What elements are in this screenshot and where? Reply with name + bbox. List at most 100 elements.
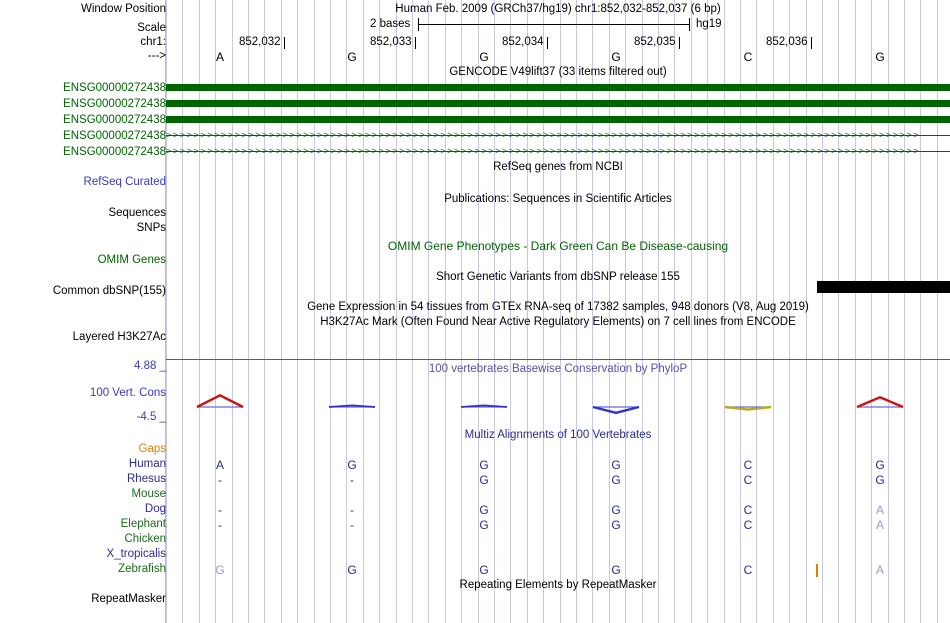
gencode-item-label[interactable]: ENSG00000272438 [63, 146, 166, 158]
common-dbsnp-label[interactable]: Common dbSNP(155) [52, 285, 166, 297]
conservation-bar [196, 393, 244, 409]
alignment-base: - [218, 473, 222, 487]
conservation-track-label[interactable]: 100 Vert. Cons [89, 387, 166, 399]
assembly-short-label: hg19 [696, 18, 722, 30]
alignment-base: G [347, 458, 357, 472]
multiz-track-title: Multiz Alignments of 100 Vertebrates [464, 429, 652, 441]
conservation-bar [592, 405, 640, 415]
h3k27ac-track-title: H3K27Ac Mark (Often Found Near Active Re… [320, 316, 796, 328]
alignment-species-label[interactable]: Elephant [120, 518, 166, 530]
coordinate-tick: 852,035 [634, 36, 680, 49]
sequences-label[interactable]: Sequences [108, 207, 166, 219]
gencode-intron-arrows[interactable]: >>>>>>>>>>>>>>>>>>>>>>>>>>>>>>>>>>>>>>>>… [166, 147, 950, 156]
refseq-track-title: RefSeq genes from NCBI [493, 161, 623, 173]
gencode-item-label[interactable]: ENSG00000272438 [63, 98, 166, 110]
coordinate-tick-mark [810, 37, 812, 49]
assembly-position-title: Human Feb. 2009 (GRCh37/hg19) chr1:852,0… [395, 3, 721, 15]
conservation-bar [724, 405, 772, 411]
layered-h3k27ac-label[interactable]: Layered H3K27Ac [72, 331, 166, 343]
coordinate-tick: 852,033 [370, 36, 416, 49]
ruler-base-letter: G [875, 50, 885, 64]
dbsnp-variant-bar[interactable] [817, 281, 950, 293]
alignment-base: C [743, 518, 753, 532]
alignment-base: G [479, 503, 489, 517]
alignment-species-label[interactable]: Mouse [131, 488, 166, 500]
coordinate-tick-label: 852,036 [766, 36, 808, 48]
alignment-base: G [875, 473, 885, 487]
alignment-base: - [218, 518, 222, 532]
alignment-base: G [479, 518, 489, 532]
phylop-track-title: 100 vertebrates Basewise Conservation by… [428, 363, 688, 375]
gencode-exon-block[interactable] [166, 84, 950, 91]
alignment-base: G [347, 563, 357, 577]
gencode-exon-block[interactable] [166, 116, 950, 123]
alignment-species-label[interactable]: Zebrafish [118, 563, 166, 575]
omim-genes-label[interactable]: OMIM Genes [97, 254, 166, 266]
alignment-species-label[interactable]: Human [128, 458, 166, 470]
window-position-label: Window Position [80, 3, 166, 15]
repeatmasker-track-title: Repeating Elements by RepeatMasker [459, 579, 657, 591]
coordinate-tick-mark [283, 37, 285, 49]
ruler-base-letter: A [215, 50, 224, 64]
alignment-base: G [875, 458, 885, 472]
alignment-base: G [479, 563, 489, 577]
alignment-base: - [350, 518, 354, 532]
gencode-track-title: GENCODE V49lift37 (33 items filtered out… [449, 66, 667, 78]
ruler-base-letter: G [347, 50, 357, 64]
coordinate-tick-label: 852,033 [370, 36, 412, 48]
coordinate-tick-mark [546, 37, 548, 49]
conservation-bar [856, 395, 904, 409]
coordinate-tick: 852,032 [239, 36, 285, 49]
alignment-species-label[interactable]: Rhesus [127, 473, 166, 485]
coordinate-tick-label: 852,032 [239, 36, 281, 48]
alignment-species-label[interactable]: X_tropicalis [106, 548, 166, 560]
alignment-base: C [743, 458, 753, 472]
alignment-species-label[interactable]: Chicken [124, 533, 166, 545]
gaps-label[interactable]: Gaps [138, 443, 167, 455]
coordinate-tick-label: 852,035 [634, 36, 676, 48]
gencode-item-label[interactable]: ENSG00000272438 [63, 130, 166, 142]
alignment-gap-marker [816, 564, 818, 577]
dbsnp-track-title: Short Genetic Variants from dbSNP releas… [436, 271, 680, 283]
gencode-item-label[interactable]: ENSG00000272438 [63, 82, 166, 94]
alignment-base: G [611, 503, 621, 517]
coordinate-tick-mark [678, 37, 680, 49]
alignment-base: G [611, 563, 621, 577]
refseq-curated-label[interactable]: RefSeq Curated [83, 176, 166, 188]
snps-label[interactable]: SNPs [136, 222, 166, 234]
repeatmasker-label[interactable]: RepeatMasker [91, 593, 166, 605]
gtex-track-title: Gene Expression in 54 tissues from GTEx … [307, 301, 809, 313]
alignment-base: G [611, 473, 621, 487]
strand-arrow-glyphs: >>>>>>>>>>>>>>>>>>>>>>>>>>>>>>>>>>>>>>>>… [166, 131, 921, 140]
strand-label: ---> [147, 50, 166, 62]
alignment-species-label[interactable]: Dog [144, 503, 166, 515]
ruler-base-letter: G [479, 50, 489, 64]
alignment-row [166, 533, 950, 548]
alignment-base: G [479, 458, 489, 472]
publications-track-title: Publications: Sequences in Scientific Ar… [444, 193, 672, 205]
gencode-item-label[interactable]: ENSG00000272438 [63, 114, 166, 126]
alignment-base: G [611, 458, 621, 472]
coordinate-tick: 852,036 [766, 36, 812, 49]
conservation-top-border [166, 359, 950, 360]
gencode-exon-block[interactable] [166, 100, 950, 107]
scale-bar [418, 18, 690, 31]
alignment-row [166, 488, 950, 503]
ruler-base-letter: C [743, 50, 753, 64]
omim-track-title: OMIM Gene Phenotypes - Dark Green Can Be… [387, 239, 729, 253]
alignment-base: C [743, 473, 753, 487]
alignment-base: G [611, 518, 621, 532]
conservation-bar [460, 404, 508, 408]
alignment-base: A [215, 458, 224, 472]
conservation-max-label: 4.88 _ [134, 360, 166, 372]
gencode-intron-arrows[interactable]: >>>>>>>>>>>>>>>>>>>>>>>>>>>>>>>>>>>>>>>>… [166, 131, 950, 140]
alignment-base: A [875, 518, 884, 532]
phylop-conservation-plot [196, 393, 904, 415]
coordinate-tick-mark [414, 37, 416, 49]
strand-arrow-glyphs: >>>>>>>>>>>>>>>>>>>>>>>>>>>>>>>>>>>>>>>>… [166, 147, 921, 156]
alignment-base: A [875, 503, 884, 517]
